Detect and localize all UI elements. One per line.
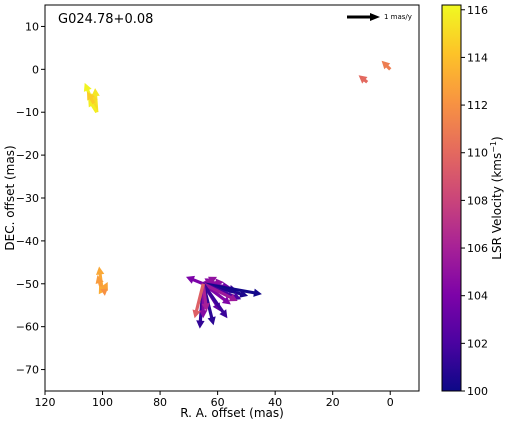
- colorbar: 100 102 104 106 108 110 112 114 116 LSR Velocity…: [441, 4, 504, 398]
- colorbar-tick-label: 112: [467, 99, 488, 112]
- y-tick-label: −60: [16, 321, 39, 334]
- y-tick-label: −40: [16, 235, 39, 248]
- proper-motion-arrow: [192, 283, 205, 319]
- colorbar-tick-label: 114: [467, 51, 488, 64]
- colorbar-label-superscript: −1: [489, 141, 498, 153]
- proper-motion-arrow: [381, 60, 392, 71]
- x-tick-label: 0: [387, 396, 394, 409]
- proper-motion-arrow: [202, 282, 249, 298]
- colorbar-tick-label: 110: [467, 147, 488, 160]
- x-tick-label: 20: [326, 396, 340, 409]
- y-tick-label: −70: [16, 364, 39, 377]
- x-tick-label: 60: [211, 396, 225, 409]
- proper-motion-arrow: [201, 282, 228, 319]
- proper-motion-arrow: [202, 282, 238, 302]
- plot-frame: [44, 4, 420, 392]
- y-tick-label: 10: [25, 20, 39, 33]
- reference-arrow: 1 mas/y: [347, 13, 412, 21]
- colorbar-tick-label: 106: [467, 242, 488, 255]
- proper-motion-arrow: [186, 275, 204, 286]
- y-tick-label: −50: [16, 278, 39, 291]
- colorbar-tick-label: 102: [467, 337, 488, 350]
- reference-arrow-label: 1 mas/y: [384, 13, 412, 21]
- colorbar-tick-label: 104: [467, 290, 488, 303]
- proper-motion-arrow: [100, 288, 108, 296]
- y-tick-label: 0: [32, 63, 39, 76]
- x-axis-ticks: 120 100 80 60 40 20 0: [35, 391, 394, 409]
- proper-motion-arrow: [199, 283, 208, 319]
- proper-motion-arrow: [203, 282, 262, 297]
- y-axis-label: DEC. offset (mas): [3, 145, 17, 250]
- proper-motion-arrow: [358, 75, 369, 84]
- colorbar-label: LSR Velocity (kms−1): [489, 136, 504, 259]
- x-tick-label: 100: [92, 396, 113, 409]
- proper-motion-arrow: [87, 91, 96, 105]
- colorbar-gradient: [441, 4, 462, 392]
- y-tick-label: −10: [16, 106, 39, 119]
- proper-motion-vectors: [83, 60, 392, 329]
- colorbar-tick-label: 116: [467, 4, 488, 17]
- colorbar-label-close: ): [490, 136, 504, 141]
- y-axis-ticks: 10 0 −10 −20 −30 −40 −50 −60 −70: [16, 20, 45, 377]
- y-tick-label: −20: [16, 149, 39, 162]
- reference-arrow-head: [370, 13, 380, 21]
- proper-motion-arrow: [201, 283, 210, 312]
- x-axis-label: R. A. offset (mas): [180, 406, 284, 420]
- proper-motion-arrow: [88, 98, 99, 114]
- x-tick-label: 80: [153, 396, 167, 409]
- y-tick-label: −30: [16, 192, 39, 205]
- x-tick-label: 40: [268, 396, 282, 409]
- colorbar-ticks: 100 102 104 106 108 110 112 114 116: [461, 4, 488, 398]
- colorbar-tick-label: 100: [467, 385, 488, 398]
- chart-title: G024.78+0.08: [58, 12, 153, 27]
- x-tick-label: 120: [35, 396, 56, 409]
- colorbar-tick-label: 108: [467, 194, 488, 207]
